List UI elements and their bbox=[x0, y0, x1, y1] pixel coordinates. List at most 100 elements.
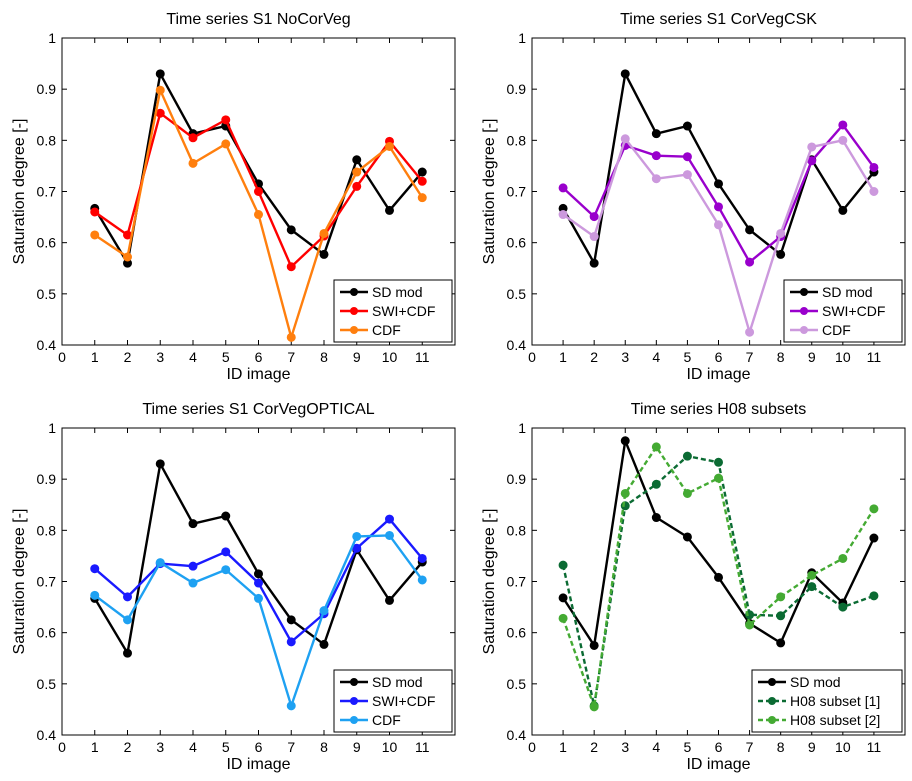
y-tick-label: 0.4 bbox=[507, 727, 527, 743]
y-tick-label: 0.5 bbox=[507, 676, 527, 692]
data-point bbox=[682, 121, 692, 131]
legend-swatch-marker bbox=[350, 716, 358, 724]
legend-swatch-marker bbox=[768, 678, 776, 686]
x-tick-label: 7 bbox=[746, 739, 754, 755]
data-point bbox=[838, 205, 848, 215]
y-tick-label: 0.4 bbox=[507, 337, 527, 353]
y-axis-label: Saturation degree [-] bbox=[11, 509, 28, 655]
chart-panel-1: Time series S1 NoCorVeg 0 1 2 3 4 5 6 7 8 9 10 11 0.4… bbox=[11, 11, 456, 383]
data-point bbox=[188, 561, 198, 571]
y-tick-label: 0.4 bbox=[37, 337, 57, 353]
y-tick-label: 0.9 bbox=[507, 81, 527, 97]
data-point bbox=[385, 595, 394, 605]
y-tick-label: 0.8 bbox=[37, 132, 57, 148]
chart-title: Time series S1 NoCorVeg bbox=[166, 11, 350, 28]
x-tick-label: 0 bbox=[58, 739, 66, 755]
x-tick-label: 1 bbox=[559, 739, 567, 755]
x-tick-label: 9 bbox=[808, 739, 816, 755]
legend: SD mod H08 subset [1] H08 subset [2] bbox=[751, 669, 903, 733]
x-tick-label: 6 bbox=[255, 739, 263, 755]
data-point bbox=[417, 193, 427, 203]
legend-entry-label: SD mod bbox=[822, 284, 873, 300]
y-tick-label: 0.5 bbox=[507, 286, 527, 302]
data-point bbox=[155, 85, 165, 95]
data-point bbox=[776, 228, 786, 238]
legend-swatch-marker bbox=[350, 307, 358, 315]
data-point bbox=[254, 593, 263, 603]
x-tick-label: 9 bbox=[353, 739, 361, 755]
x-tick-label: 1 bbox=[91, 349, 99, 365]
x-tick-label: 0 bbox=[58, 349, 66, 365]
legend-entry-label: CDF bbox=[372, 322, 401, 338]
data-point bbox=[90, 230, 100, 240]
data-point bbox=[254, 187, 263, 196]
data-point bbox=[188, 133, 198, 143]
data-point bbox=[90, 590, 100, 600]
legend: SD mod SWI+CDF CDF bbox=[783, 279, 903, 343]
legend-entry-label: SD mod bbox=[372, 674, 423, 690]
legend-swatch-marker bbox=[800, 288, 808, 296]
x-tick-label: 2 bbox=[124, 349, 132, 365]
data-point bbox=[155, 459, 165, 469]
x-tick-label: 11 bbox=[415, 349, 430, 365]
data-point bbox=[221, 511, 231, 521]
data-point bbox=[807, 570, 817, 580]
data-point bbox=[651, 174, 661, 184]
data-point bbox=[221, 115, 231, 125]
x-tick-label: 1 bbox=[559, 349, 567, 365]
x-tick-label: 11 bbox=[867, 349, 882, 365]
x-tick-label: 7 bbox=[287, 739, 295, 755]
series-line-1 bbox=[562, 439, 875, 647]
legend-swatch-marker bbox=[768, 716, 776, 724]
y-tick-label: 0.7 bbox=[37, 574, 57, 590]
y-tick-label: 0.4 bbox=[37, 727, 57, 743]
legend-entry-label: SD mod bbox=[790, 674, 841, 690]
data-point bbox=[714, 179, 723, 189]
x-tick-label: 2 bbox=[590, 349, 598, 365]
x-tick-label: 10 bbox=[835, 349, 851, 365]
legend-swatch-marker bbox=[800, 307, 808, 315]
x-axis-label: ID image bbox=[226, 366, 290, 383]
series-line-1 bbox=[93, 462, 424, 655]
legend-entry-label: SWI+CDF bbox=[372, 303, 435, 319]
data-point bbox=[869, 162, 879, 172]
legend-entry-label: CDF bbox=[372, 712, 401, 728]
legend-swatch-marker bbox=[350, 326, 358, 334]
data-point bbox=[286, 262, 296, 272]
y-tick-label: 0.8 bbox=[37, 522, 57, 538]
data-point bbox=[589, 258, 599, 268]
data-point bbox=[558, 560, 568, 570]
data-point bbox=[155, 558, 165, 568]
data-point bbox=[745, 327, 755, 337]
y-tick-label: 0.5 bbox=[37, 286, 57, 302]
x-tick-label: 2 bbox=[590, 739, 598, 755]
chart-title: Time series H08 subsets bbox=[631, 401, 806, 418]
data-point bbox=[123, 648, 132, 658]
legend-entry-label: SWI+CDF bbox=[372, 693, 435, 709]
x-tick-label: 8 bbox=[777, 739, 785, 755]
data-point bbox=[651, 442, 661, 452]
data-point bbox=[319, 606, 329, 616]
x-tick-label: 3 bbox=[621, 739, 629, 755]
data-point bbox=[558, 183, 568, 193]
x-tick-label: 11 bbox=[415, 739, 430, 755]
x-tick-label: 5 bbox=[684, 349, 692, 365]
y-tick-label: 0.7 bbox=[37, 184, 57, 200]
x-tick-label: 4 bbox=[189, 349, 197, 365]
data-point bbox=[745, 225, 755, 235]
data-point bbox=[352, 155, 362, 165]
data-point bbox=[188, 519, 198, 529]
data-point bbox=[682, 532, 692, 542]
data-point bbox=[417, 176, 427, 186]
data-point bbox=[776, 249, 786, 259]
legend: SD mod SWI+CDF CDF bbox=[333, 669, 453, 733]
data-point bbox=[188, 158, 198, 168]
data-point bbox=[589, 702, 599, 712]
data-point bbox=[869, 533, 879, 543]
data-point bbox=[90, 564, 100, 574]
data-point bbox=[319, 228, 329, 238]
data-point bbox=[385, 205, 394, 215]
y-tick-label: 0.8 bbox=[507, 522, 527, 538]
data-point bbox=[385, 141, 394, 151]
